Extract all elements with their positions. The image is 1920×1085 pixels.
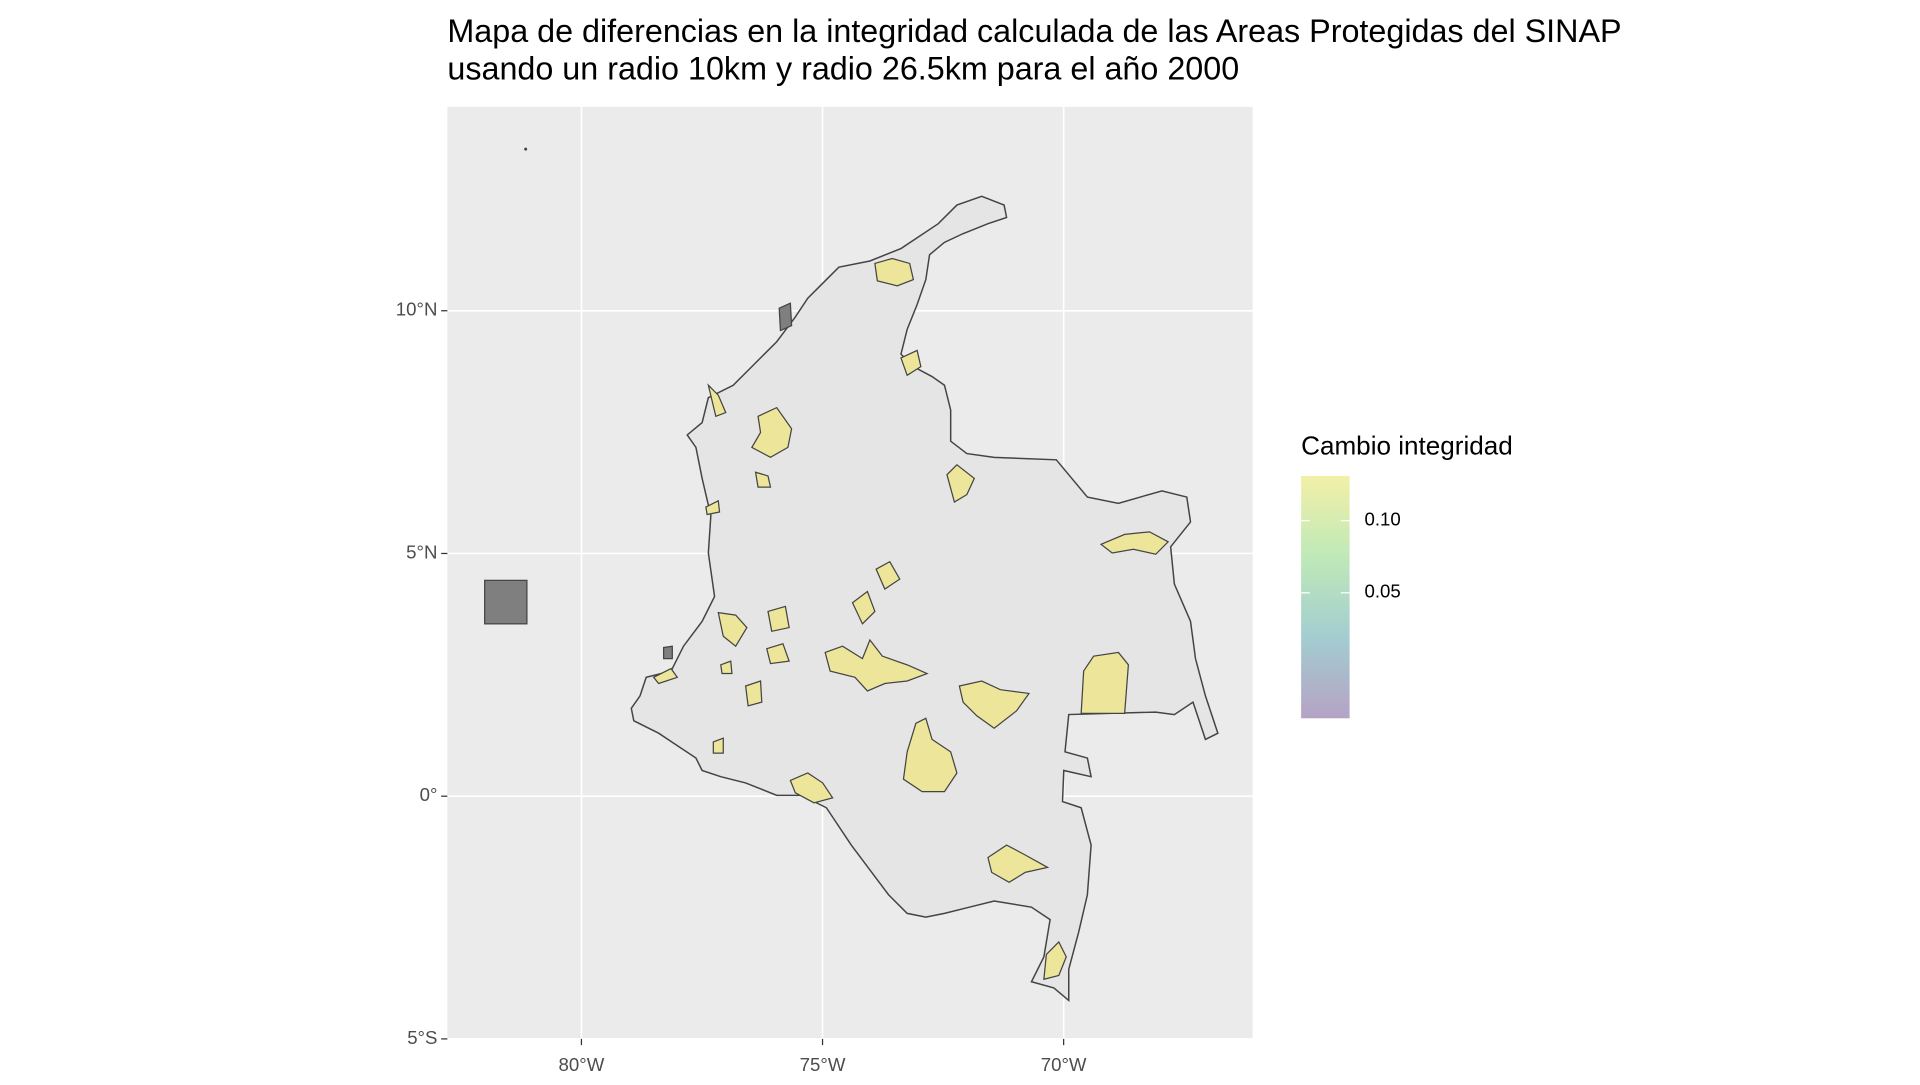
protected-area [717, 611, 748, 648]
y-tick-label: 5°S [407, 1027, 437, 1048]
marine-area [484, 579, 528, 625]
protected-area [875, 560, 901, 590]
legend-title: Cambio integridad [1301, 430, 1513, 460]
protected-area [1099, 531, 1170, 555]
protected-area [958, 680, 1031, 730]
protected-area [652, 667, 679, 685]
x-tick-label: 80°W [559, 1054, 605, 1075]
legend-tick-label: 0.10 [1365, 509, 1401, 530]
protected-area [946, 463, 976, 504]
protected-area [767, 605, 790, 633]
protected-area [744, 680, 763, 707]
protected-area [707, 383, 727, 418]
title-line: Mapa de diferencias en la integridad cal… [447, 13, 1621, 49]
protected-area [824, 638, 929, 692]
protected-area [720, 660, 733, 675]
x-tick-label: 75°W [800, 1054, 846, 1075]
protected-area [789, 772, 834, 804]
legend-tick-label: 0.05 [1365, 581, 1401, 602]
marine-area [778, 302, 793, 332]
protected-area [874, 257, 915, 287]
protected-area [750, 406, 793, 459]
protected-area [1080, 651, 1130, 714]
island-dot [524, 147, 528, 151]
protected-area [712, 737, 724, 754]
protected-area [900, 349, 922, 377]
title-line: usando un radio 10km y radio 26.5km para… [447, 50, 1239, 86]
marine-area [662, 645, 673, 660]
y-tick-label: 0° [420, 784, 438, 805]
colorbar [1301, 475, 1350, 719]
protected-area [987, 844, 1050, 884]
protected-areas [652, 257, 1170, 981]
protected-area [766, 642, 790, 665]
y-tick-label: 10°N [396, 299, 438, 320]
country-layer [484, 147, 1219, 1002]
protected-area [1043, 940, 1067, 981]
protected-area [754, 471, 772, 488]
protected-area [902, 717, 958, 793]
colombia-outline [630, 195, 1219, 1002]
x-tick-label: 70°W [1041, 1054, 1087, 1075]
protected-area [851, 590, 876, 625]
protected-area [705, 499, 721, 516]
y-tick-label: 5°N [406, 541, 437, 562]
legend: Cambio integridad 0.05 0.10 [1301, 430, 1513, 719]
